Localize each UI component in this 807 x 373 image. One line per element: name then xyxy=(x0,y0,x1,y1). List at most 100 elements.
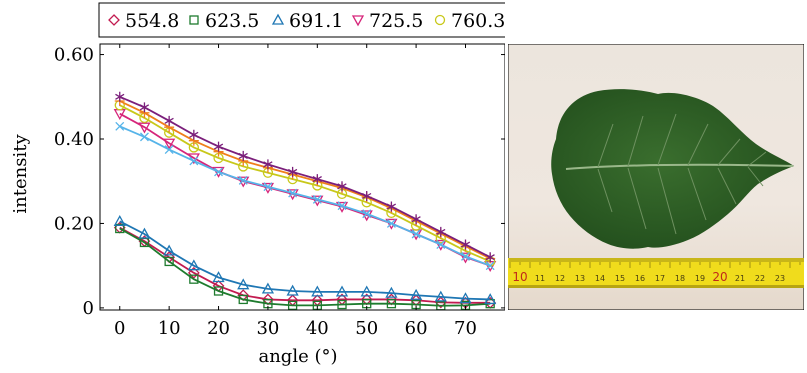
data-point xyxy=(189,156,199,166)
y-tick-label: 0.40 xyxy=(54,129,94,150)
ruler-number: 21 xyxy=(735,274,745,283)
data-point xyxy=(163,244,176,256)
legend-marker xyxy=(108,14,120,26)
data-point xyxy=(138,227,151,239)
legend-item: 760.3 xyxy=(434,10,505,32)
data-point xyxy=(312,174,322,185)
data-point xyxy=(213,141,224,152)
data-point xyxy=(411,214,421,225)
ruler-number: 15 xyxy=(615,274,625,283)
legend-label: 691.1 xyxy=(289,10,343,32)
data-point xyxy=(362,209,372,219)
data-point xyxy=(288,188,298,198)
leaf-icon xyxy=(551,89,794,249)
data-point xyxy=(459,292,472,304)
data-point xyxy=(164,256,174,267)
ruler-number: 17 xyxy=(655,274,665,283)
x-tick-label: 30 xyxy=(256,318,279,339)
data-point xyxy=(115,223,125,234)
ruler-number: 20 xyxy=(712,270,727,284)
data-point xyxy=(261,282,275,294)
data-point xyxy=(436,240,446,250)
x-tick-label: 10 xyxy=(158,318,181,339)
plot-area xyxy=(113,91,497,311)
data-point xyxy=(213,286,224,296)
ruler-number: 14 xyxy=(595,274,605,283)
series-line xyxy=(119,220,491,301)
legend-label: 554.8 xyxy=(125,10,179,32)
ruler-number: 12 xyxy=(555,274,565,283)
data-point xyxy=(139,102,150,113)
data-point xyxy=(238,294,248,305)
data-point xyxy=(139,132,149,142)
ruler-number: 18 xyxy=(675,274,685,283)
series-line xyxy=(119,100,491,260)
y-tick-label: 0.60 xyxy=(54,45,94,66)
ruler-number: 11 xyxy=(535,274,545,283)
ruler-ticks xyxy=(509,258,804,268)
data-point xyxy=(337,201,347,211)
data-point xyxy=(436,226,446,237)
data-point xyxy=(409,288,423,300)
series-795.0 xyxy=(115,121,495,271)
data-point xyxy=(360,285,373,297)
plot-frame xyxy=(99,43,505,311)
data-point xyxy=(434,290,447,302)
x-axis-label: angle (°) xyxy=(258,346,337,367)
data-point xyxy=(163,138,176,150)
legend: 554.8623.5691.1725.5760.3795.0899.01000.… xyxy=(108,10,505,32)
ruler-number: 16 xyxy=(635,274,645,283)
data-point xyxy=(189,129,199,140)
leaf-photo: 10 11 12 13 14 15 16 17 18 19 20 21 22 23 xyxy=(508,44,804,310)
data-point xyxy=(337,299,347,310)
data-point xyxy=(411,229,421,239)
legend-box xyxy=(98,2,505,38)
data-point xyxy=(263,182,273,192)
data-point xyxy=(214,167,223,177)
legend-label: 725.5 xyxy=(369,10,423,32)
data-point xyxy=(164,115,174,126)
data-point xyxy=(187,266,200,279)
series-line xyxy=(119,227,491,307)
data-point xyxy=(335,285,349,297)
x-tick-label: 50 xyxy=(355,318,378,339)
data-point xyxy=(164,145,174,155)
data-point xyxy=(484,293,497,305)
data-point xyxy=(286,284,299,296)
chart: 554.8623.5691.1725.5760.3795.0899.01000.… xyxy=(10,2,505,367)
data-point xyxy=(115,121,125,131)
data-point xyxy=(312,194,322,204)
legend-item: 623.5 xyxy=(189,10,259,32)
legend-label: 623.5 xyxy=(205,10,259,32)
x-tick-label: 70 xyxy=(454,318,477,339)
data-point xyxy=(385,286,398,298)
x-tick-label: 40 xyxy=(306,318,329,339)
series-line xyxy=(119,95,491,259)
data-point xyxy=(115,91,125,102)
data-point xyxy=(485,252,495,263)
series-line xyxy=(119,125,491,267)
series-line xyxy=(119,226,491,304)
data-point xyxy=(113,214,126,226)
leaf-veins xyxy=(597,113,767,235)
legend-marker xyxy=(434,14,446,26)
data-point xyxy=(263,159,273,170)
data-point xyxy=(460,239,471,250)
legend-item: 725.5 xyxy=(351,10,423,32)
data-point xyxy=(311,285,324,297)
data-point xyxy=(386,218,396,228)
ruler-number: 22 xyxy=(755,274,765,283)
legend-item: 691.1 xyxy=(271,10,343,32)
axes: 0 10 20 30 40 50 60 70 0 0.20 0.40 0.60 xyxy=(54,43,505,339)
x-tick-label: 20 xyxy=(207,318,230,339)
ruler-shadow xyxy=(508,285,804,288)
data-point xyxy=(237,278,250,290)
data-point xyxy=(337,181,347,192)
data-point xyxy=(386,299,397,309)
data-point xyxy=(189,274,199,284)
series-760.3 xyxy=(114,100,496,267)
data-point xyxy=(362,191,372,201)
y-axis-label: intensity xyxy=(10,134,31,214)
leaf-midrib xyxy=(565,163,794,170)
ruler-numbers: 10 11 12 13 14 15 16 17 18 19 20 21 22 23 xyxy=(512,270,785,284)
